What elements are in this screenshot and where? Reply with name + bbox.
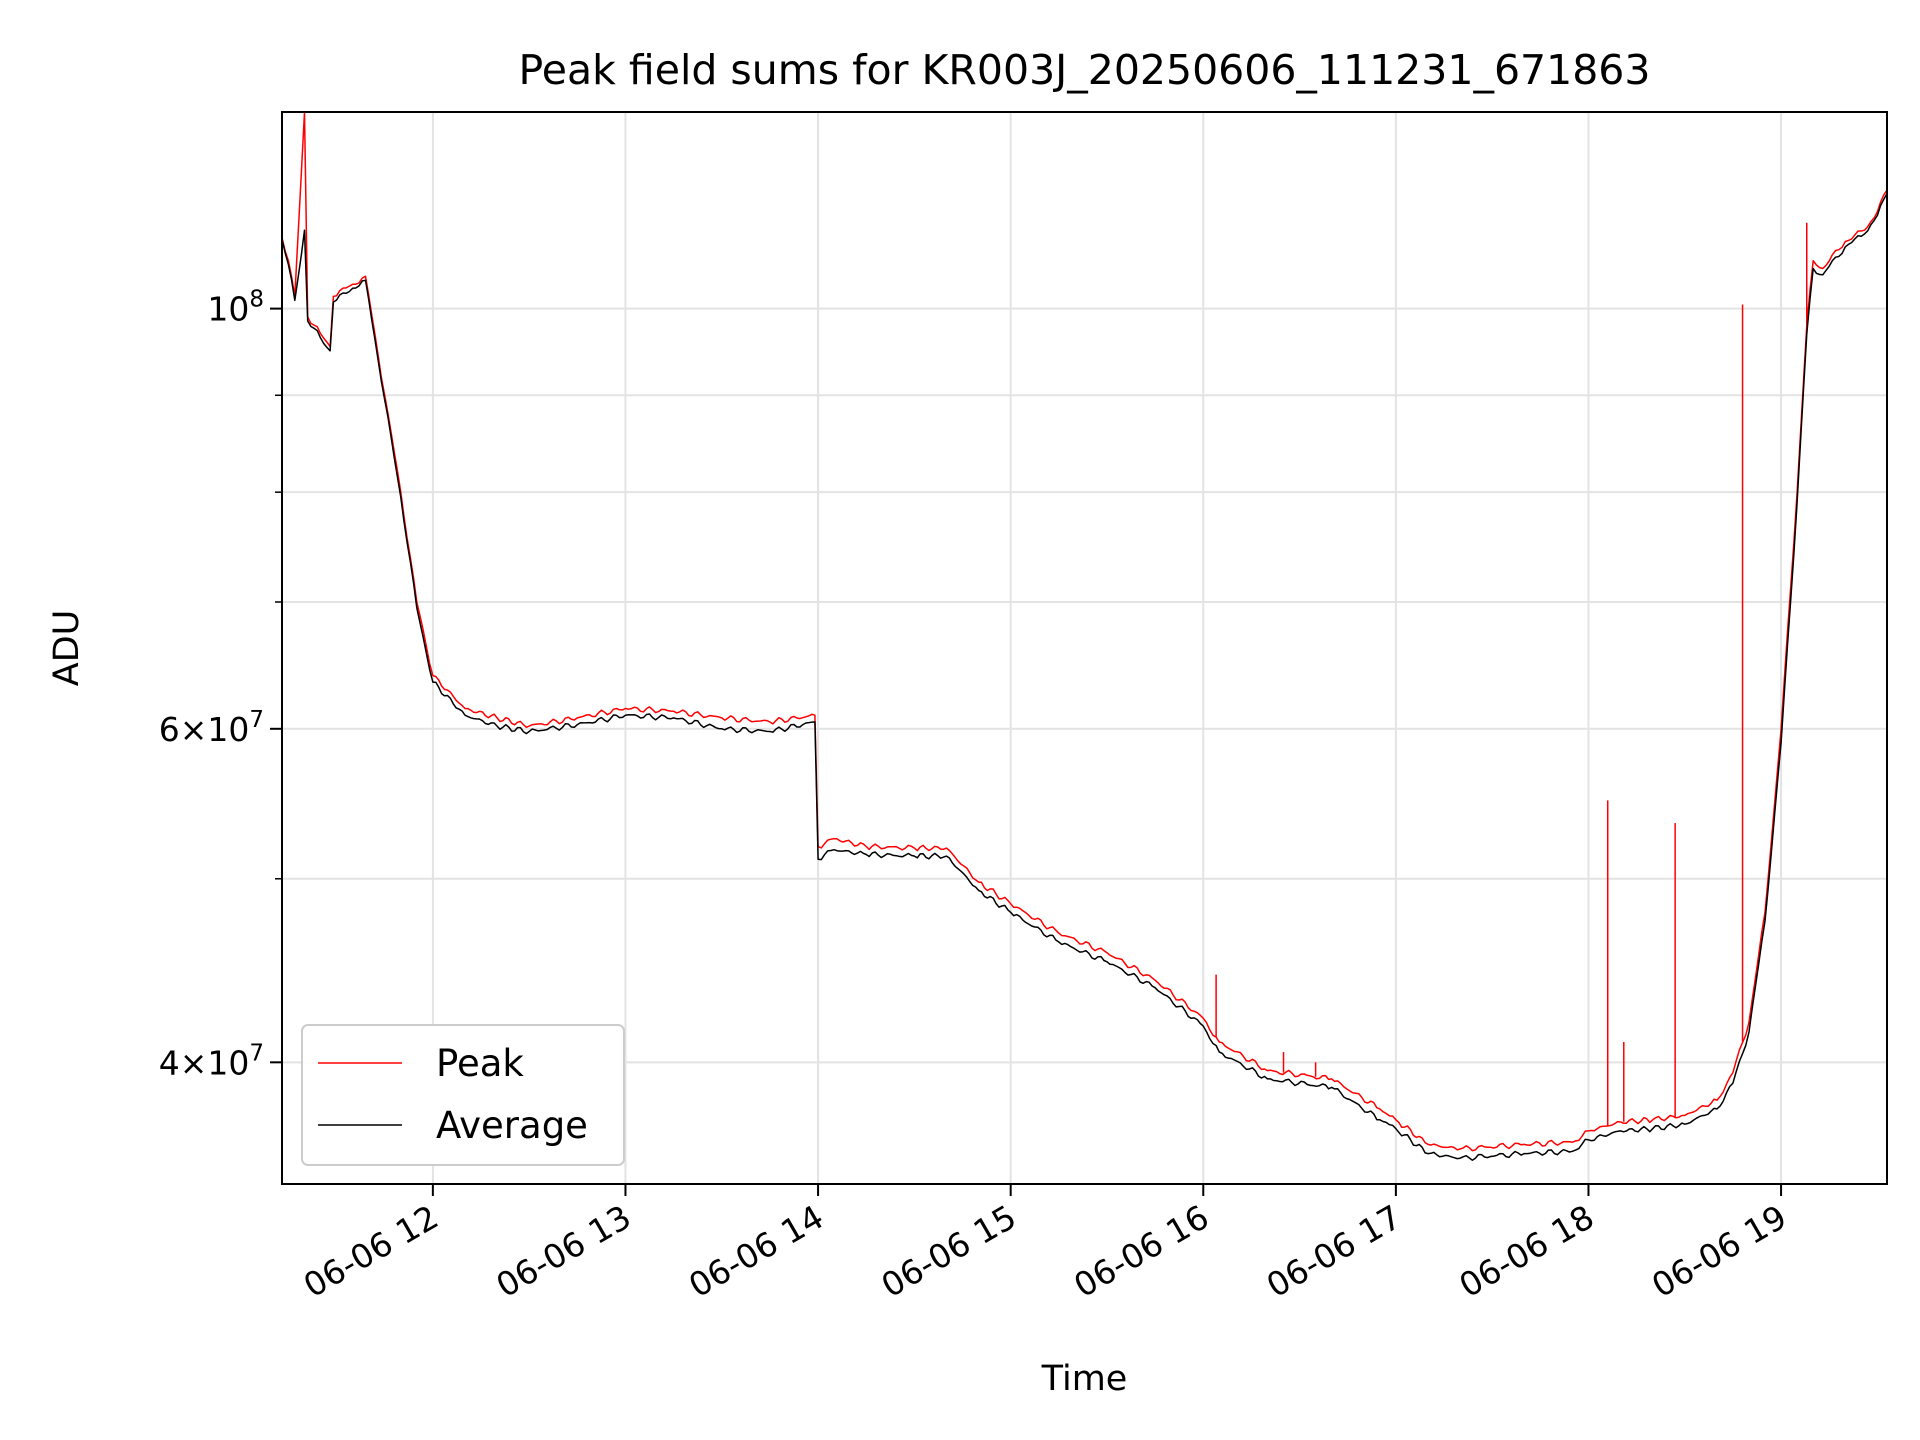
series-line-average: [281, 193, 1888, 1161]
grid: [282, 112, 1887, 1184]
y-tick-label: 4×107: [159, 1040, 264, 1082]
series-layer: [281, 111, 1888, 1161]
y-axis-label: ADU: [47, 610, 87, 687]
y-tick-label: 108: [207, 287, 264, 329]
legend: Peak Average: [301, 1024, 625, 1166]
x-axis-label: Time: [1041, 1359, 1128, 1399]
plot-frame: [281, 111, 1888, 1185]
legend-label-average: Average: [436, 1104, 588, 1147]
legend-box: [301, 1024, 625, 1166]
chart-title: Peak field sums for KR003J_20250606_1112…: [519, 46, 1651, 94]
y-axis: 108 6×107 4×107: [159, 287, 282, 1082]
y-tick-label: 6×107: [159, 707, 264, 749]
series-line-peak: [281, 111, 1888, 1152]
legend-label-peak: Peak: [436, 1042, 524, 1085]
